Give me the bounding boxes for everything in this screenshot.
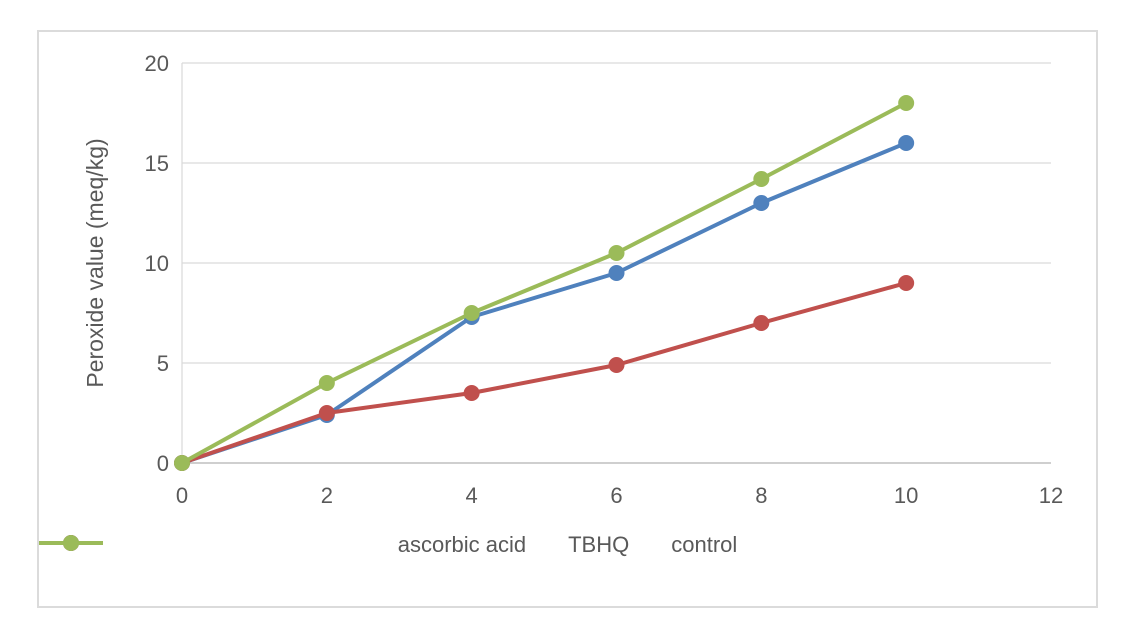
legend-item-2: control	[39, 532, 738, 557]
data-point	[608, 357, 625, 373]
y-tick-label: 0	[157, 451, 169, 476]
data-point	[898, 95, 915, 111]
data-point	[608, 245, 625, 261]
y-tick-label: 10	[145, 251, 169, 276]
legend-label: control	[671, 532, 738, 557]
legend-label: TBHQ	[568, 532, 630, 557]
data-point	[753, 195, 770, 211]
data-point	[898, 135, 915, 151]
legend-line-marker-icon	[39, 535, 103, 551]
x-tick-label: 8	[755, 483, 767, 508]
plot-svg: 0 5 10 15 20 0 2 4 6 8 10 12 Peroxide value (meq/kg)	[82, 51, 1063, 508]
y-tick-label: 5	[157, 351, 169, 376]
legend-label: ascorbic acid	[397, 532, 527, 557]
legend-item-0: ascorbic acid	[39, 532, 527, 557]
data-point	[608, 265, 625, 281]
data-point	[753, 315, 770, 331]
data-point	[463, 305, 480, 321]
legend-item-1: TBHQ	[39, 532, 630, 557]
x-tick-label: 4	[466, 483, 478, 508]
series-line-1	[180, 281, 909, 465]
y-tick-label: 20	[145, 51, 169, 76]
x-tick-label: 2	[321, 483, 333, 508]
x-tick-label: 6	[610, 483, 622, 508]
data-point	[174, 455, 190, 471]
chart-area: 0 5 10 15 20 0 2 4 6 8 10 12 Peroxide value (meq/kg)…	[37, 30, 1098, 608]
series-line-0	[180, 141, 909, 465]
data-point	[463, 385, 480, 401]
data-point	[898, 275, 915, 291]
x-tick-label: 12	[1039, 483, 1063, 508]
y-tick-label: 15	[145, 151, 169, 176]
data-point	[753, 171, 770, 187]
legend: ascorbic acid TBHQ control	[39, 534, 1096, 556]
series-line-2	[180, 101, 909, 465]
y-axis-title: Peroxide value (meq/kg)	[82, 138, 108, 387]
data-point	[318, 375, 335, 391]
x-tick-label: 0	[176, 483, 188, 508]
data-point	[318, 405, 335, 421]
x-tick-label: 10	[894, 483, 918, 508]
